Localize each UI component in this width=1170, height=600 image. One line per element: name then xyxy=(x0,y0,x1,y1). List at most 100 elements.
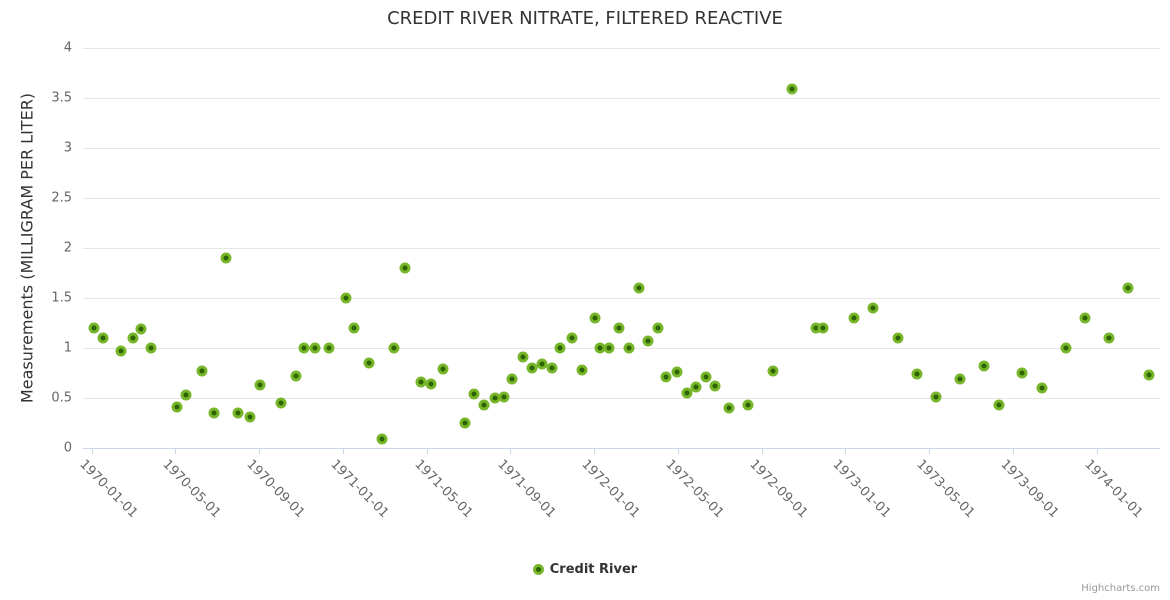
legend-item-credit-river[interactable]: Credit River xyxy=(0,562,1170,577)
x-axis-tick xyxy=(342,448,344,454)
data-point[interactable] xyxy=(180,389,192,401)
data-point[interactable] xyxy=(196,365,208,377)
data-point[interactable] xyxy=(399,262,411,274)
data-point[interactable] xyxy=(290,370,302,382)
data-point[interactable] xyxy=(742,399,754,411)
data-point[interactable] xyxy=(566,332,578,344)
data-point[interactable] xyxy=(254,379,266,391)
data-point[interactable] xyxy=(652,322,663,334)
data-point[interactable] xyxy=(681,387,693,399)
data-point[interactable] xyxy=(709,380,721,392)
data-point[interactable] xyxy=(589,312,601,324)
y-axis-label: 1 xyxy=(63,340,72,356)
data-point[interactable] xyxy=(1122,282,1134,294)
data-point[interactable] xyxy=(911,368,923,380)
x-axis-tick xyxy=(677,448,679,454)
data-point[interactable] xyxy=(848,312,860,324)
data-point[interactable] xyxy=(867,302,879,314)
x-axis-label: 1970-01-01 xyxy=(75,457,140,522)
data-point[interactable] xyxy=(363,357,375,369)
data-point[interactable] xyxy=(220,252,232,264)
data-point[interactable] xyxy=(1103,332,1115,344)
data-point[interactable] xyxy=(506,373,518,385)
y-axis-label: 2 xyxy=(63,240,72,256)
data-point[interactable] xyxy=(388,342,400,354)
data-point[interactable] xyxy=(546,362,558,374)
y-axis-label: 2.5 xyxy=(51,190,72,206)
data-point[interactable] xyxy=(633,282,645,294)
x-axis-label: 1973-01-01 xyxy=(829,457,894,522)
data-point[interactable] xyxy=(954,373,966,385)
gridline xyxy=(83,298,1160,299)
data-point[interactable] xyxy=(642,335,654,347)
data-point[interactable] xyxy=(700,371,712,383)
data-point[interactable] xyxy=(498,391,510,403)
data-point[interactable] xyxy=(340,292,352,304)
legend-marker-icon xyxy=(532,564,544,575)
data-point[interactable] xyxy=(275,397,287,409)
data-point[interactable] xyxy=(309,342,321,354)
data-point[interactable] xyxy=(145,342,157,354)
data-point[interactable] xyxy=(1036,382,1048,394)
data-point[interactable] xyxy=(892,332,904,344)
data-point[interactable] xyxy=(576,364,588,376)
x-axis-label: 1971-01-01 xyxy=(327,457,392,522)
data-point[interactable] xyxy=(603,342,615,354)
gridline xyxy=(83,398,1160,399)
data-point[interactable] xyxy=(171,401,183,413)
data-point[interactable] xyxy=(1143,369,1155,381)
data-point[interactable] xyxy=(127,332,139,344)
data-point[interactable] xyxy=(613,322,625,334)
data-point[interactable] xyxy=(978,360,990,372)
data-point[interactable] xyxy=(671,366,683,378)
data-point[interactable] xyxy=(478,399,490,411)
data-point[interactable] xyxy=(536,358,547,370)
data-point[interactable] xyxy=(115,345,127,357)
data-point[interactable] xyxy=(88,322,100,334)
gridline xyxy=(83,248,1160,249)
data-point[interactable] xyxy=(660,371,672,383)
gridline xyxy=(83,48,1160,49)
x-axis-tick xyxy=(1012,448,1014,454)
x-axis-label: 1973-05-01 xyxy=(913,457,978,522)
data-point[interactable] xyxy=(415,376,427,388)
data-point[interactable] xyxy=(208,407,220,419)
data-point[interactable] xyxy=(323,342,335,354)
x-axis-tick xyxy=(845,448,847,454)
data-point[interactable] xyxy=(690,381,702,393)
data-point[interactable] xyxy=(298,342,310,354)
data-point[interactable] xyxy=(786,83,798,95)
data-point[interactable] xyxy=(135,323,147,335)
gridline xyxy=(83,348,1160,349)
data-point[interactable] xyxy=(817,322,829,334)
x-axis-label: 1974-01-01 xyxy=(1080,457,1145,522)
data-point[interactable] xyxy=(526,362,538,374)
data-point[interactable] xyxy=(623,342,635,354)
x-axis-tick xyxy=(510,448,512,454)
data-point[interactable] xyxy=(723,402,735,414)
data-point[interactable] xyxy=(930,391,942,403)
data-point[interactable] xyxy=(767,365,779,377)
x-axis-line xyxy=(83,448,1160,449)
data-point[interactable] xyxy=(1060,342,1072,354)
data-point[interactable] xyxy=(97,332,108,344)
data-point[interactable] xyxy=(554,342,566,354)
data-point[interactable] xyxy=(232,407,244,419)
data-point[interactable] xyxy=(244,411,256,423)
highcharts-credits-link[interactable]: Highcharts.com xyxy=(1081,583,1160,594)
data-point[interactable] xyxy=(437,363,449,375)
data-point[interactable] xyxy=(1079,312,1091,324)
data-point[interactable] xyxy=(348,322,360,334)
x-axis-tick xyxy=(929,448,930,454)
data-point[interactable] xyxy=(459,417,471,429)
data-point[interactable] xyxy=(425,378,437,390)
x-axis-label: 1970-09-01 xyxy=(243,457,308,522)
y-axis-label: 3.5 xyxy=(51,90,72,106)
data-point[interactable] xyxy=(468,388,480,400)
data-point[interactable] xyxy=(517,351,529,363)
x-axis-tick xyxy=(426,448,428,454)
data-point[interactable] xyxy=(993,399,1005,411)
data-point[interactable] xyxy=(376,433,388,445)
data-point[interactable] xyxy=(1016,367,1028,379)
